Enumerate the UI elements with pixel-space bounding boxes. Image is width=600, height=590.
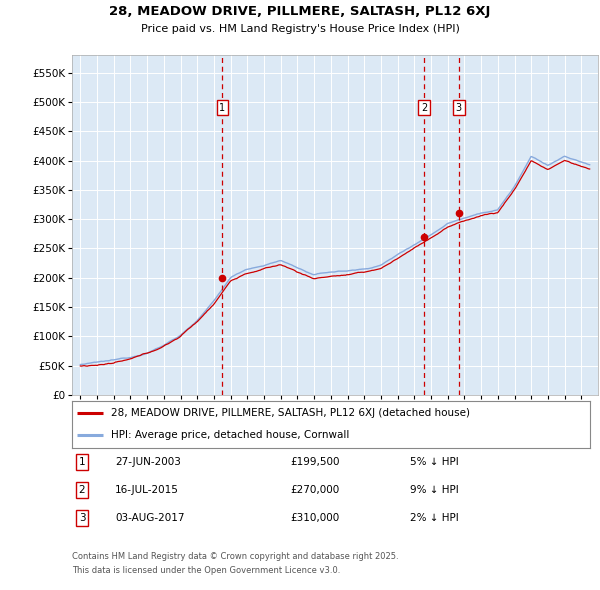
Text: 3: 3 [79,513,85,523]
Text: 9% ↓ HPI: 9% ↓ HPI [410,485,459,495]
Text: HPI: Average price, detached house, Cornwall: HPI: Average price, detached house, Corn… [111,430,349,440]
Text: 5% ↓ HPI: 5% ↓ HPI [410,457,459,467]
Text: 1: 1 [219,103,226,113]
Text: £199,500: £199,500 [290,457,340,467]
Text: 2% ↓ HPI: 2% ↓ HPI [410,513,459,523]
Text: 28, MEADOW DRIVE, PILLMERE, SALTASH, PL12 6XJ (detached house): 28, MEADOW DRIVE, PILLMERE, SALTASH, PL1… [111,408,470,418]
Text: Price paid vs. HM Land Registry's House Price Index (HPI): Price paid vs. HM Land Registry's House … [140,24,460,34]
Text: 03-AUG-2017: 03-AUG-2017 [115,513,185,523]
Text: Contains HM Land Registry data © Crown copyright and database right 2025.: Contains HM Land Registry data © Crown c… [72,552,398,561]
Text: £310,000: £310,000 [290,513,339,523]
Text: 28, MEADOW DRIVE, PILLMERE, SALTASH, PL12 6XJ: 28, MEADOW DRIVE, PILLMERE, SALTASH, PL1… [109,5,491,18]
Text: 1: 1 [79,457,85,467]
Text: 2: 2 [421,103,427,113]
Text: 3: 3 [456,103,462,113]
Text: £270,000: £270,000 [290,485,339,495]
Text: 16-JUL-2015: 16-JUL-2015 [115,485,179,495]
Text: 2: 2 [79,485,85,495]
Text: 27-JUN-2003: 27-JUN-2003 [115,457,181,467]
Text: This data is licensed under the Open Government Licence v3.0.: This data is licensed under the Open Gov… [72,566,340,575]
